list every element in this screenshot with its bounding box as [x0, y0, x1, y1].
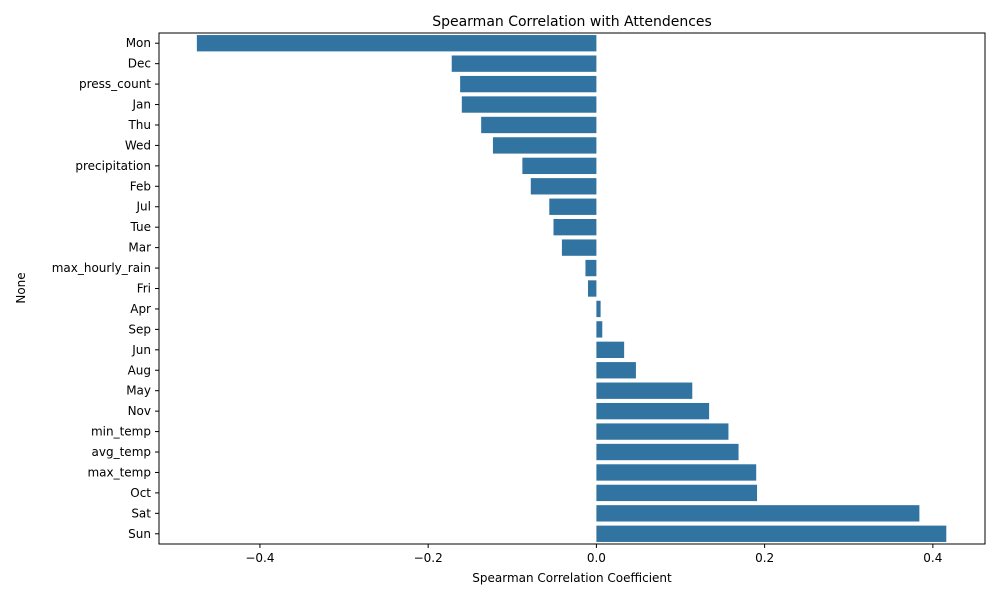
bars-group: [196, 35, 947, 542]
bar-Sun: [596, 525, 947, 542]
x-axis-ticks: −0.4 −0.2 0.0 0.2 0.4: [245, 544, 942, 565]
plot-frame: [158, 32, 986, 545]
y-tick-label: Fri: [137, 282, 151, 296]
x-tick-label: 0.0: [587, 551, 606, 565]
y-tick-label: Nov: [128, 404, 151, 418]
bar-Dec: [451, 55, 597, 72]
y-tick-label: Tue: [130, 220, 152, 234]
bar-min_temp: [596, 423, 729, 440]
y-tick-label: precipitation: [75, 159, 151, 173]
bar-Tue: [553, 219, 597, 236]
y-tick-label: Mar: [128, 241, 151, 255]
x-tick-label: 0.4: [923, 551, 942, 565]
bar-Nov: [596, 402, 710, 420]
x-tick-label: −0.4: [245, 551, 274, 565]
y-tick-label: max_temp: [87, 465, 151, 479]
y-tick-label: Sat: [131, 506, 151, 520]
y-axis-ticks: Mon Dec press_count Jan Thu Wed precipitation F…: [52, 36, 159, 541]
chart-title: Spearman Correlation with Attendences: [432, 14, 712, 30]
y-tick-label: Feb: [130, 179, 151, 193]
bar-precipitation: [522, 157, 597, 175]
bar-Mar: [561, 239, 597, 256]
y-tick-label: Apr: [130, 302, 151, 316]
bar-max_hourly_rain: [585, 259, 597, 277]
y-tick-label: Sep: [128, 322, 151, 336]
bar-avg_temp: [596, 443, 739, 461]
y-tick-label: Dec: [128, 57, 151, 71]
y-tick-label: avg_temp: [92, 445, 151, 459]
y-tick-label: Thu: [127, 118, 151, 132]
bar-Jul: [549, 198, 597, 215]
y-tick-label: Sun: [128, 527, 151, 541]
y-tick-label: max_hourly_rain: [52, 261, 151, 275]
y-tick-label: Jul: [136, 200, 151, 214]
bar-Apr: [596, 300, 601, 318]
bar-Sep: [596, 321, 603, 338]
x-tick-label: 0.2: [755, 551, 774, 565]
bar-Jun: [596, 341, 625, 358]
bar-Wed: [492, 137, 597, 154]
bar-Mon: [196, 35, 597, 52]
bar-Jan: [461, 96, 597, 113]
bar-Feb: [530, 178, 597, 195]
y-tick-label: Mon: [126, 36, 151, 50]
y-tick-label: Jan: [132, 98, 152, 112]
x-axis-label: Spearman Correlation Coefficient: [472, 571, 672, 585]
bar-Aug: [596, 362, 636, 379]
y-tick-label: press_count: [79, 77, 151, 91]
y-tick-label: Wed: [125, 138, 151, 152]
bar-Fri: [587, 280, 597, 297]
y-axis-label: None: [14, 272, 28, 303]
y-tick-label: Aug: [128, 363, 151, 377]
bar-max_temp: [596, 464, 757, 481]
bar-Thu: [481, 116, 597, 134]
bar-Sat: [596, 505, 920, 522]
y-tick-label: min_temp: [91, 425, 151, 439]
y-tick-label: May: [126, 384, 151, 398]
bar-press_count: [460, 75, 597, 93]
x-tick-label: −0.2: [414, 551, 443, 565]
bar-Oct: [596, 484, 758, 502]
bar-May: [596, 382, 693, 399]
y-tick-label: Oct: [130, 486, 151, 500]
y-tick-label: Jun: [131, 343, 151, 357]
